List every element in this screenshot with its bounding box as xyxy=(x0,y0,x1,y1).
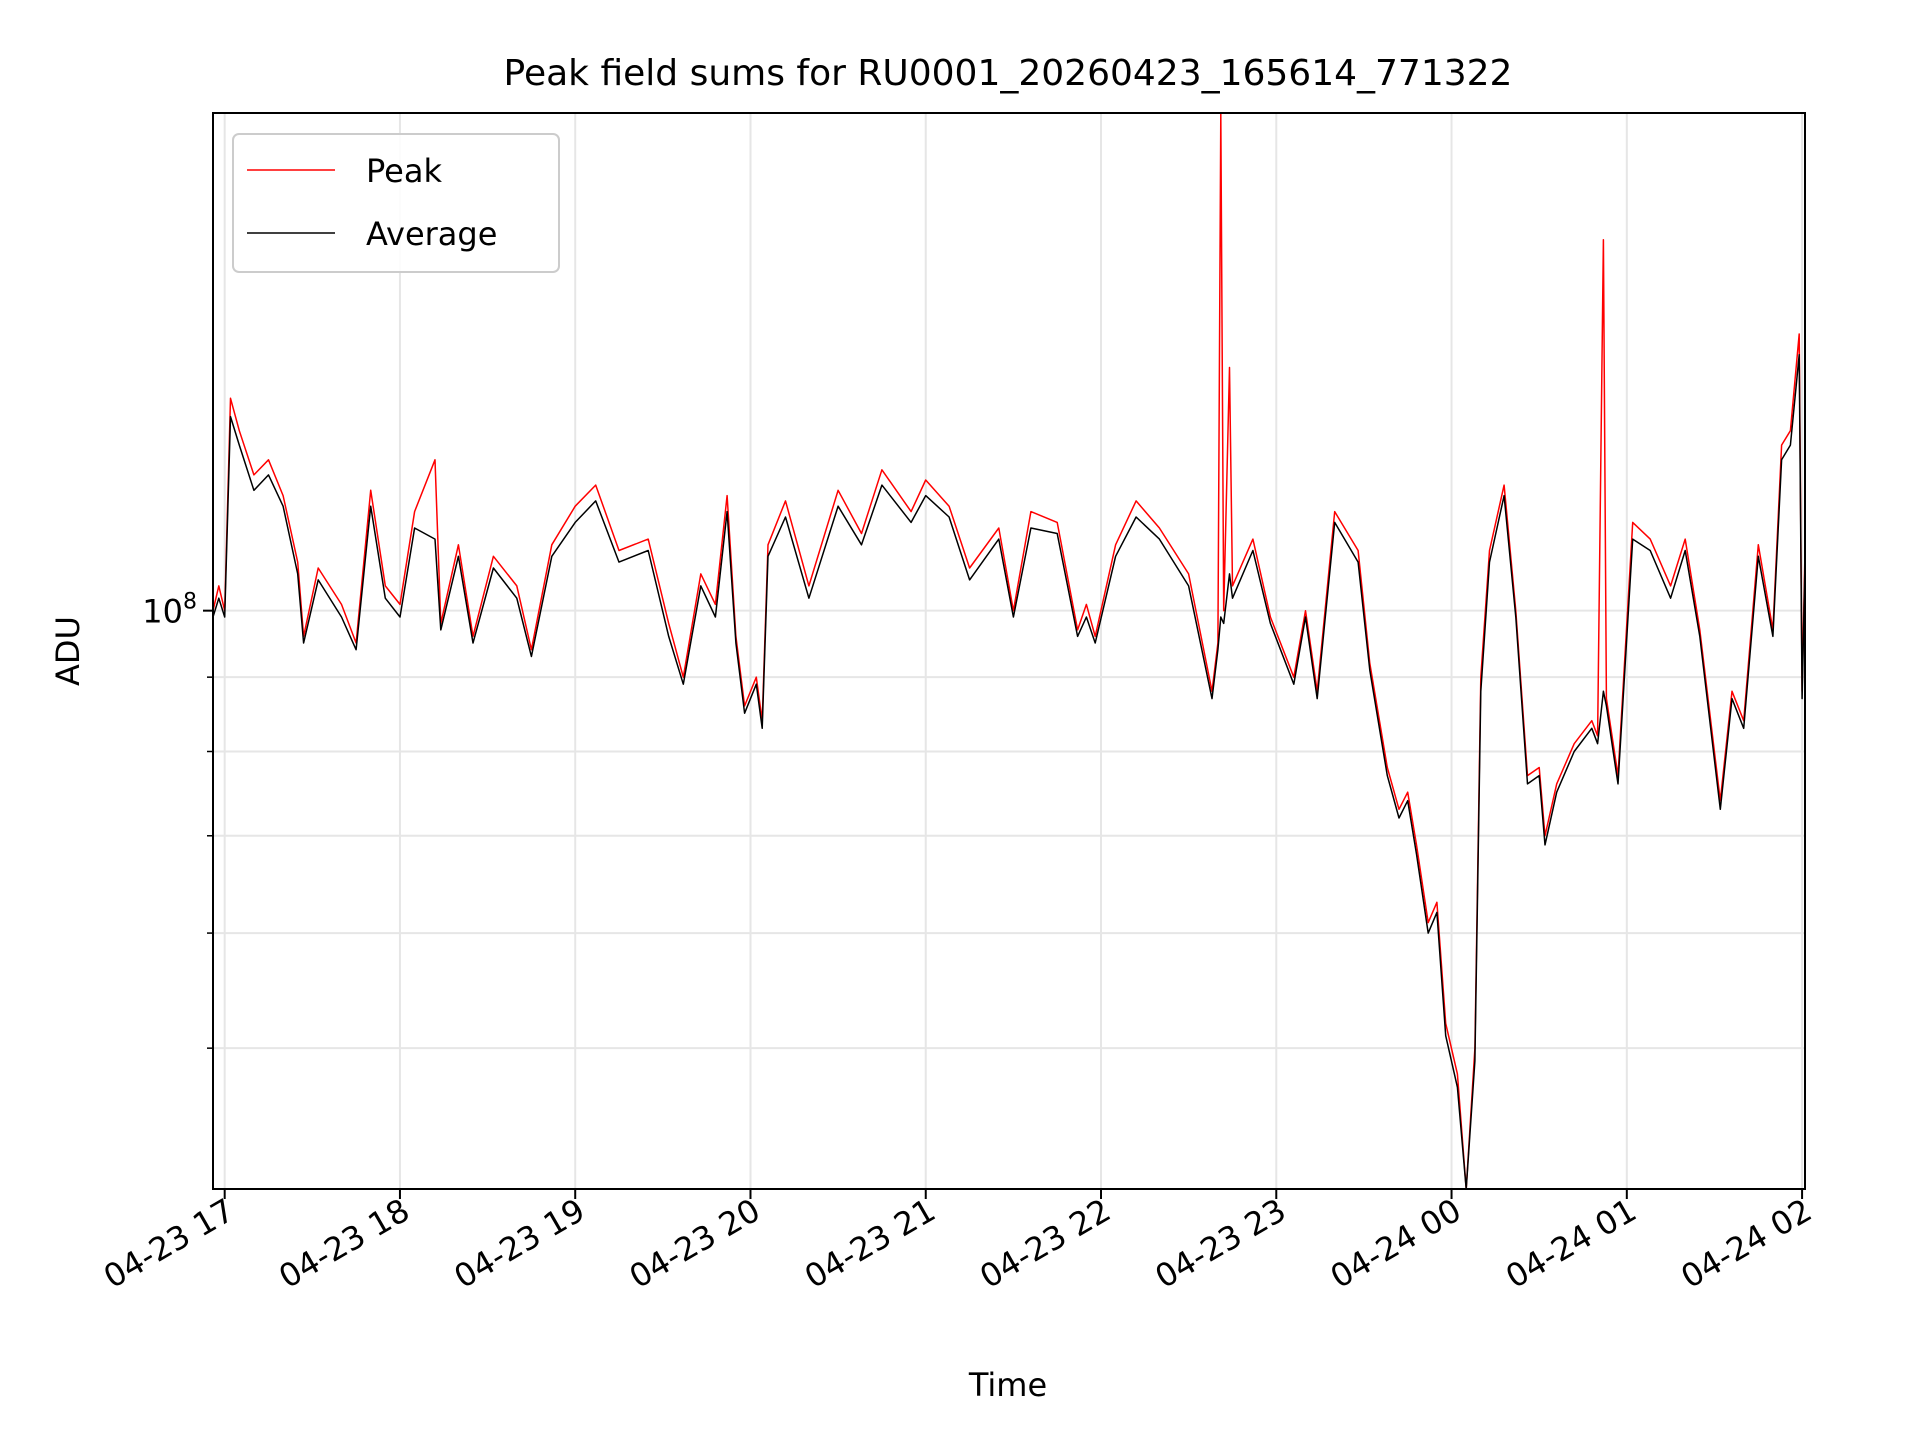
y-axis: 108 xyxy=(142,590,213,1049)
plot-frame xyxy=(212,112,1806,1190)
series-layer xyxy=(213,113,1805,1189)
y-axis-label: ADU xyxy=(49,616,87,686)
legend-box xyxy=(232,133,560,273)
series-line-peak xyxy=(213,113,1805,1189)
x-axis-label: Time xyxy=(968,1366,1047,1404)
chart-title: Peak field sums for RU0001_20260423_1656… xyxy=(504,53,1513,94)
legend-label-average: Average xyxy=(366,215,497,253)
legend-label-peak: Peak xyxy=(366,152,442,190)
legend: Peak Average xyxy=(232,133,560,273)
series-line-average xyxy=(213,353,1805,1189)
y-tick-label: 108 xyxy=(142,590,197,631)
